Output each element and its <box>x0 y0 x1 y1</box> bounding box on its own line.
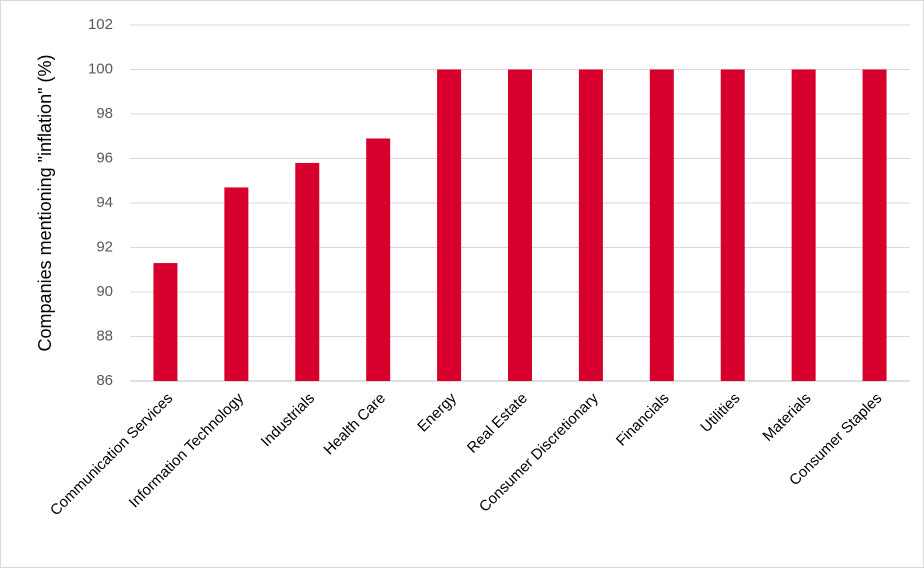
bar <box>578 69 603 381</box>
y-tick-label: 96 <box>96 149 113 166</box>
y-tick-label: 100 <box>88 60 113 77</box>
y-axis-label: Companies mentioning "inflation" (%) <box>35 55 55 352</box>
bar <box>366 138 391 381</box>
bar <box>862 69 887 381</box>
y-tick-label: 86 <box>96 372 113 389</box>
bar <box>295 162 320 381</box>
y-tick-label: 98 <box>96 105 113 122</box>
bar <box>437 69 462 381</box>
y-tick-label: 102 <box>88 16 113 33</box>
bar <box>791 69 816 381</box>
y-tick-label: 88 <box>96 327 113 344</box>
bar <box>720 69 745 381</box>
bar <box>508 69 532 381</box>
bar <box>224 187 249 381</box>
bar <box>649 69 674 381</box>
y-tick-label: 90 <box>96 283 113 300</box>
y-tick-label: 94 <box>96 194 113 211</box>
y-tick-label: 92 <box>96 238 113 255</box>
bar <box>153 263 178 381</box>
